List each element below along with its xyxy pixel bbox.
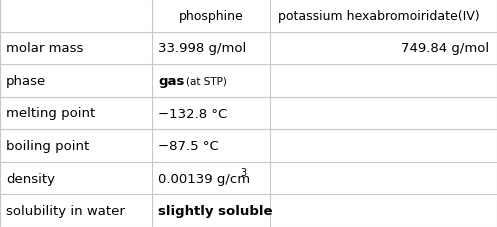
Text: potassium hexabromoiridate(IV): potassium hexabromoiridate(IV) (278, 10, 480, 23)
Text: 749.84 g/mol: 749.84 g/mol (401, 42, 489, 55)
Text: gas: gas (158, 75, 184, 88)
Text: slightly soluble: slightly soluble (158, 204, 272, 217)
Text: 0.00139 g/cm: 0.00139 g/cm (158, 172, 250, 185)
Text: phase: phase (6, 75, 46, 88)
Text: −87.5 °C: −87.5 °C (158, 139, 219, 152)
Text: molar mass: molar mass (6, 42, 83, 55)
Text: 33.998 g/mol: 33.998 g/mol (158, 42, 246, 55)
Text: boiling point: boiling point (6, 139, 89, 152)
Text: 3: 3 (240, 168, 246, 178)
Text: solubility in water: solubility in water (6, 204, 125, 217)
Text: melting point: melting point (6, 107, 95, 120)
Text: phosphine: phosphine (178, 10, 244, 23)
Text: (at STP): (at STP) (186, 76, 227, 86)
Text: −132.8 °C: −132.8 °C (158, 107, 227, 120)
Text: density: density (6, 172, 55, 185)
